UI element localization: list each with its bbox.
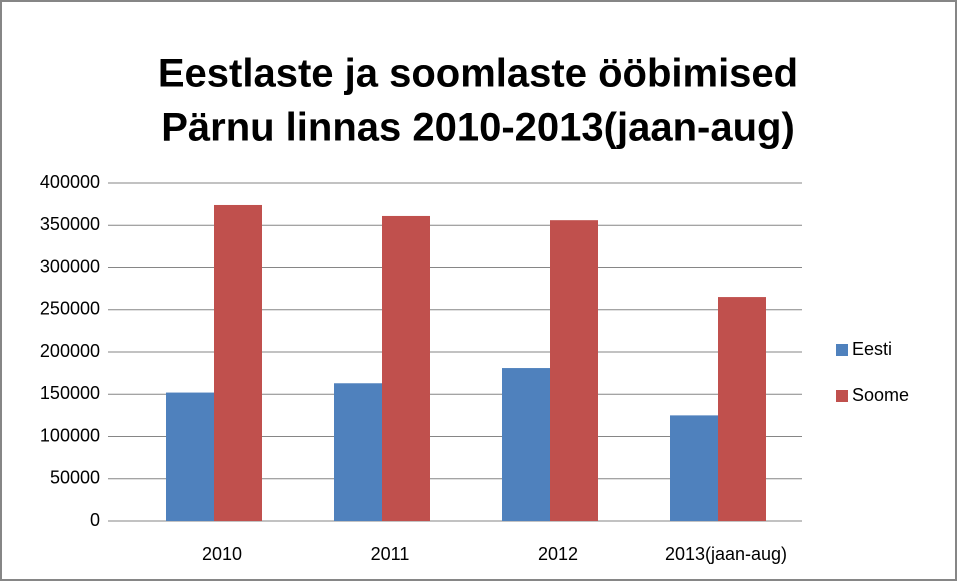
x-tick-label: 2010 [202, 544, 242, 564]
y-tick-label: 100000 [40, 425, 100, 445]
y-tick-label: 0 [90, 510, 100, 530]
y-tick-label: 250000 [40, 299, 100, 319]
legend-swatch [836, 344, 848, 356]
chart-title: Eestlaste ja soomlaste ööbimised [158, 52, 798, 96]
y-tick-label: 200000 [40, 341, 100, 361]
bar [334, 383, 382, 521]
legend-label: Soome [852, 385, 909, 405]
y-tick-label: 150000 [40, 383, 100, 403]
y-tick-label: 300000 [40, 256, 100, 276]
bar [502, 368, 550, 521]
y-tick-label: 350000 [40, 214, 100, 234]
y-tick-label: 50000 [50, 468, 100, 488]
chart-title: Pärnu linnas 2010-2013(jaan-aug) [161, 106, 795, 150]
bar [382, 215, 430, 521]
bar [214, 204, 262, 521]
legend-swatch [836, 390, 848, 402]
y-tick-label: 400000 [40, 172, 100, 192]
x-tick-label: 2012 [538, 544, 578, 564]
bar [166, 392, 214, 521]
legend-label: Eesti [852, 339, 892, 359]
x-tick-label: 2013(jaan-aug) [665, 544, 787, 564]
bar [670, 415, 718, 521]
bar [718, 297, 766, 521]
bar [550, 220, 598, 521]
x-tick-label: 2011 [371, 544, 410, 564]
